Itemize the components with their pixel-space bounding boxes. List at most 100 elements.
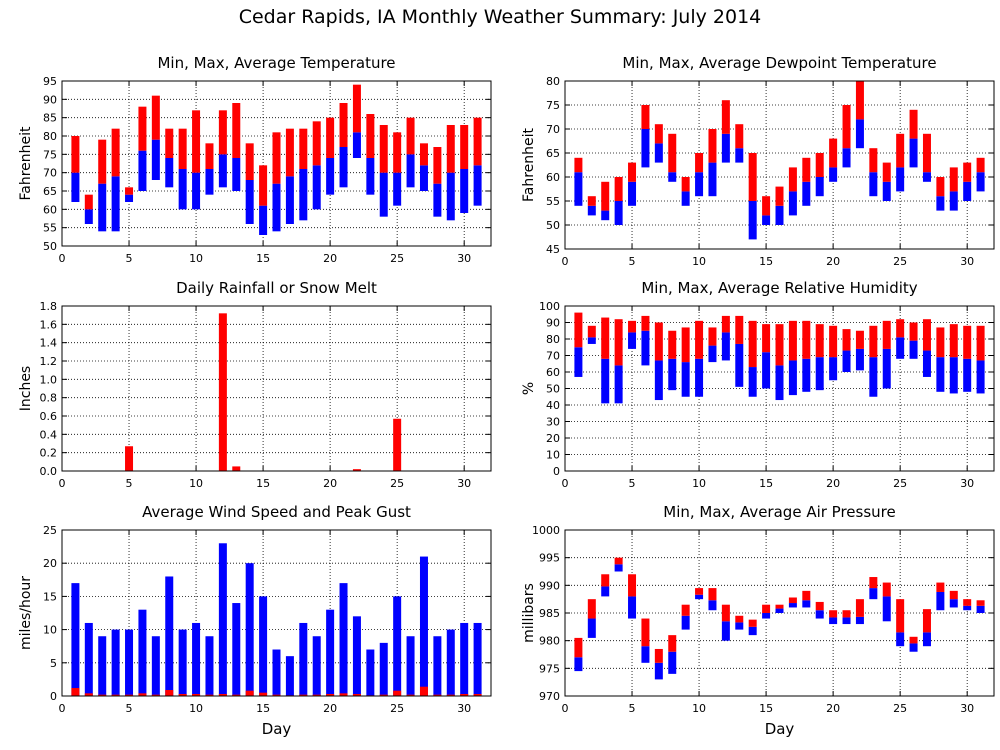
bar-lower: [882, 348, 891, 389]
bar-upper: [379, 125, 388, 173]
gust-bar: [259, 596, 268, 696]
bar-lower: [259, 205, 268, 235]
bar-lower: [681, 362, 690, 397]
y-tick-label: 1.6: [40, 318, 58, 331]
bar-upper: [601, 181, 610, 211]
gust-bar: [178, 629, 187, 696]
bar-upper: [681, 177, 690, 192]
bar-upper: [574, 157, 583, 173]
bar-upper: [963, 162, 972, 182]
x-tick-label: 0: [562, 477, 569, 490]
gust-bar: [111, 629, 120, 696]
bar-lower: [178, 169, 187, 210]
bar-upper: [842, 105, 851, 149]
x-tick-label: 10: [692, 702, 706, 715]
x-tick-label: 30: [457, 702, 471, 715]
y-axis-label: Fahrenheit: [18, 126, 34, 201]
speed-bar: [272, 694, 281, 696]
speed-bar: [406, 694, 415, 696]
bar-upper: [681, 327, 690, 363]
bar-upper: [668, 133, 677, 173]
y-tick-label: 990: [539, 579, 560, 592]
bar-lower: [125, 194, 134, 202]
bar-upper: [869, 577, 878, 589]
plot-frame: [61, 305, 492, 472]
bar-upper: [232, 103, 241, 158]
bar-lower: [473, 165, 482, 206]
bar-lower: [963, 358, 972, 392]
bar-lower: [936, 591, 945, 611]
x-tick-label: 25: [893, 255, 907, 268]
bar-upper: [882, 162, 891, 182]
bar-upper: [922, 609, 931, 633]
x-tick-label: 15: [256, 477, 270, 490]
bar-upper: [574, 637, 583, 658]
y-tick-label: 1.8: [40, 300, 58, 313]
bar-lower: [788, 191, 797, 216]
chart-title: Average Wind Speed and Peak Gust: [142, 503, 411, 521]
bar-lower: [949, 599, 958, 608]
y-tick-label: 70: [546, 350, 560, 363]
x-tick-label: 20: [323, 702, 337, 715]
speed-bar: [84, 693, 93, 696]
bar-upper: [842, 329, 851, 351]
bar-upper: [829, 325, 838, 358]
gust-bar: [192, 622, 201, 696]
y-tick-label: 980: [539, 635, 560, 648]
speed-bar: [98, 694, 107, 696]
bar-lower: [628, 332, 637, 349]
bar-upper: [668, 635, 677, 652]
bar-lower: [614, 564, 623, 572]
bar-lower: [352, 132, 361, 158]
bar-upper: [855, 599, 864, 617]
bar-lower: [802, 600, 811, 608]
bar-lower: [299, 169, 308, 221]
y-tick-label: 10: [546, 449, 560, 462]
gust-bar: [71, 583, 80, 696]
bar-upper: [869, 148, 878, 173]
y-tick-label: 0.8: [40, 392, 58, 405]
bar-lower: [909, 643, 918, 652]
bar-lower: [587, 618, 596, 638]
chart-title: Min, Max, Average Relative Humidity: [641, 279, 917, 297]
bar-lower: [232, 158, 241, 191]
bar-upper: [473, 117, 482, 166]
bar-upper: [165, 128, 174, 158]
bar-upper: [312, 121, 321, 166]
bar-upper: [708, 129, 717, 163]
humidity-chart: Min, Max, Average Relative Humidity% 0 10 2…: [521, 279, 995, 490]
bar-upper: [299, 128, 308, 169]
y-tick-label: 60: [546, 366, 560, 379]
bar-lower: [775, 608, 784, 613]
gust-bar: [460, 622, 469, 696]
speed-bar: [473, 694, 482, 696]
bar-lower: [587, 337, 596, 344]
bar-lower: [829, 167, 838, 182]
bar-upper: [446, 125, 455, 173]
x-tick-label: 20: [323, 252, 337, 265]
speed-bar: [460, 694, 469, 696]
bar-lower: [842, 617, 851, 625]
bar-lower: [419, 165, 428, 191]
bar-upper: [762, 324, 771, 353]
bar-upper: [71, 136, 80, 173]
x-tick-label: 10: [189, 702, 203, 715]
speed-bar: [111, 694, 120, 696]
gust-bar: [138, 609, 147, 696]
y-tick-label: 20: [43, 557, 57, 570]
y-axis-label: miles/hour: [18, 576, 34, 650]
bar-upper: [976, 600, 985, 606]
y-axis-label: Inches: [18, 366, 34, 411]
bar-upper: [339, 103, 348, 147]
bar-upper: [869, 325, 878, 358]
bar-lower: [218, 154, 227, 188]
bar-lower: [855, 616, 864, 625]
speed-bar: [71, 688, 80, 696]
speed-bar: [379, 694, 388, 696]
bar-upper: [922, 133, 931, 173]
bar-lower: [748, 626, 757, 636]
bar-lower: [829, 357, 838, 381]
bar-upper: [218, 110, 227, 155]
x-tick-label: 30: [457, 252, 471, 265]
bar-upper: [829, 610, 838, 618]
